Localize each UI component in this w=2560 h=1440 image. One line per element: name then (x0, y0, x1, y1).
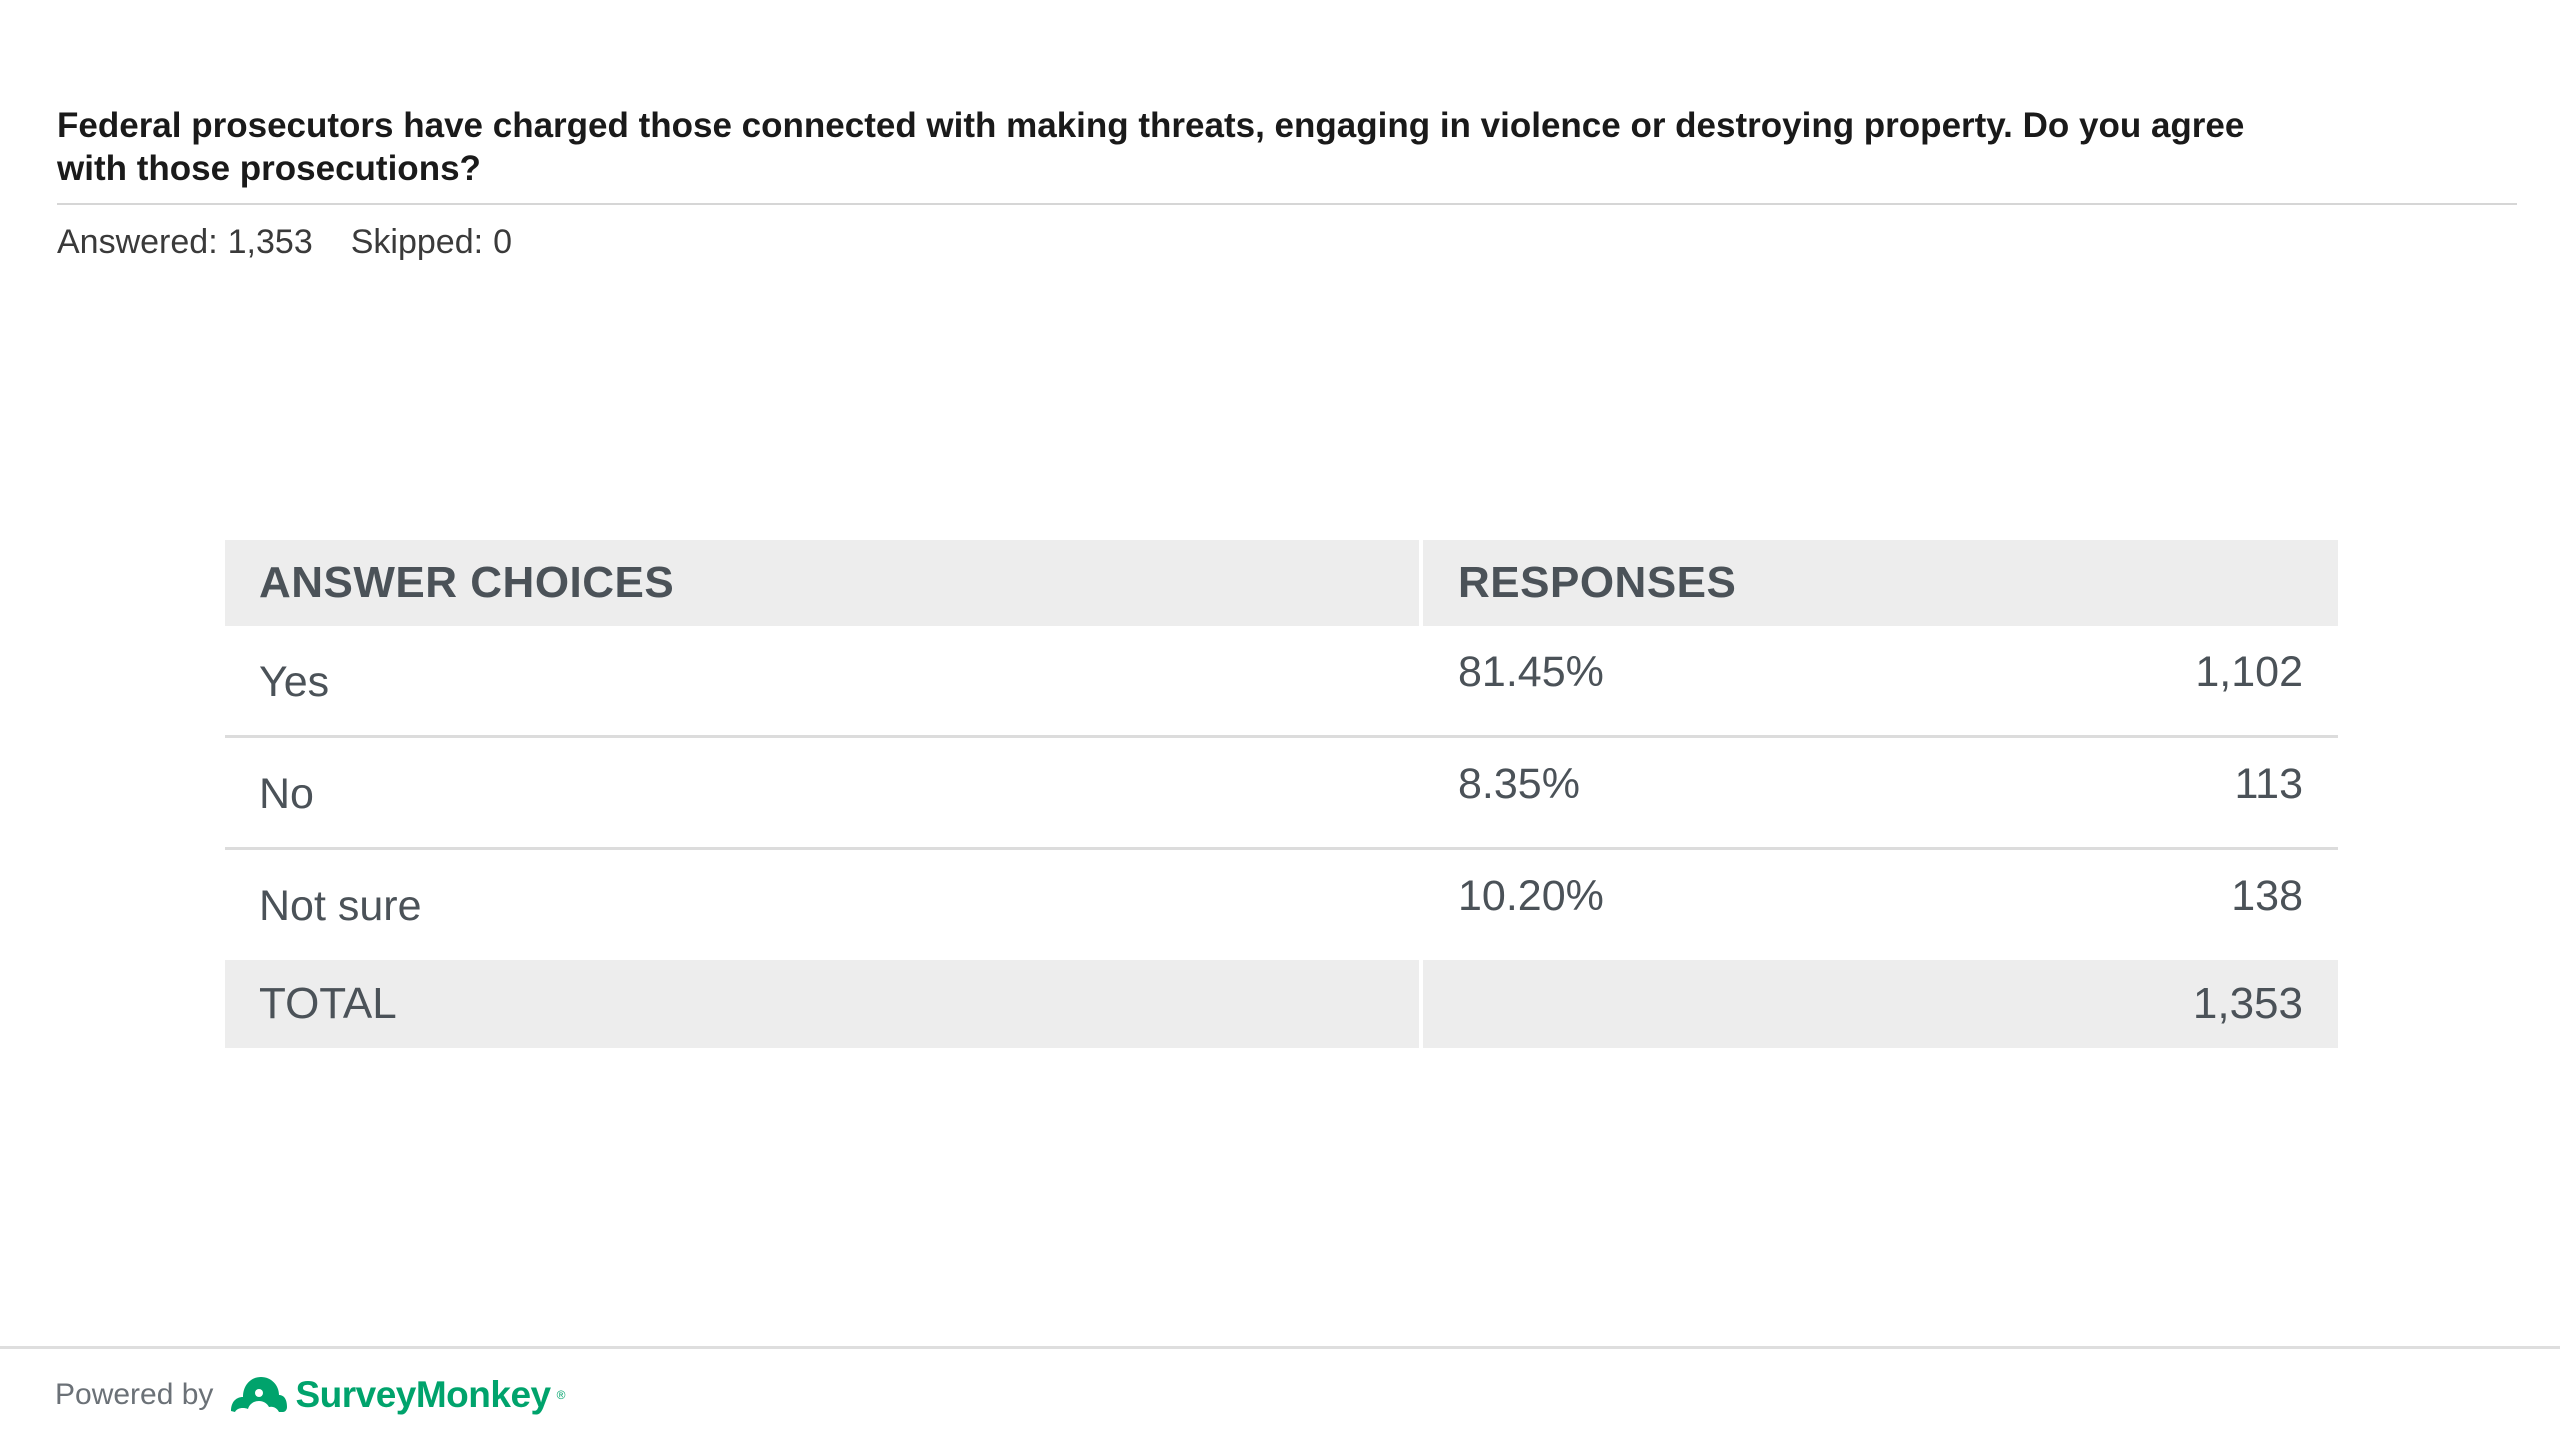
footer: Powered by SurveyMonkey ® (55, 1370, 565, 1420)
skipped-value: 0 (493, 223, 512, 261)
response-count: 113 (2234, 760, 2303, 808)
table-row: Yes 81.45% 1,102 (225, 626, 2338, 738)
response-stats: Answered: 1,353 Skipped: 0 (57, 220, 512, 264)
skipped-stat: Skipped: 0 (351, 220, 512, 264)
table-header-row: ANSWER CHOICES RESPONSES (225, 540, 2338, 626)
header-answer-choices: ANSWER CHOICES (225, 540, 1419, 626)
total-cell: 1,353 (1423, 960, 2338, 1048)
surveymonkey-brand-link[interactable]: SurveyMonkey ® (225, 1371, 565, 1420)
total-label: TOTAL (225, 960, 1419, 1048)
header-responses: RESPONSES (1423, 540, 2338, 626)
results-table: ANSWER CHOICES RESPONSES Yes 81.45% 1,10… (225, 540, 2338, 1048)
table-row: Not sure 10.20% 138 (225, 850, 2338, 960)
table-row: No 8.35% 113 (225, 738, 2338, 850)
brand-name: SurveyMonkey (295, 1374, 551, 1415)
response-cell: 10.20% 138 (1423, 850, 2338, 960)
question-divider (57, 203, 2517, 205)
header-responses-label: RESPONSES (1458, 558, 1737, 607)
question-title: Federal prosecutors have charged those c… (57, 106, 2245, 188)
response-count: 138 (2231, 872, 2303, 920)
answer-choice-cell: No (259, 770, 314, 818)
response-percent: 81.45% (1458, 648, 1604, 696)
powered-by-text: Powered by (55, 1378, 214, 1411)
registered-mark: ® (556, 1388, 566, 1402)
response-cell: 81.45% 1,102 (1423, 626, 2338, 735)
total-count: 1,353 (2192, 979, 2303, 1028)
response-cell: 8.35% 113 (1423, 738, 2338, 847)
response-percent: 10.20% (1458, 872, 1604, 920)
surveymonkey-logo-icon (225, 1371, 289, 1420)
answer-choice-cell: Yes (259, 658, 330, 706)
answered-value: 1,353 (227, 223, 313, 261)
answered-stat: Answered: 1,353 (57, 220, 313, 264)
table-total-row: TOTAL 1,353 (225, 960, 2338, 1048)
skipped-label: Skipped: (350, 223, 484, 261)
answered-label: Answered: (57, 223, 218, 261)
response-percent: 8.35% (1458, 760, 1580, 808)
response-count: 1,102 (2195, 648, 2303, 696)
answer-choice-cell: Not sure (259, 882, 422, 930)
footer-divider (0, 1346, 2560, 1349)
